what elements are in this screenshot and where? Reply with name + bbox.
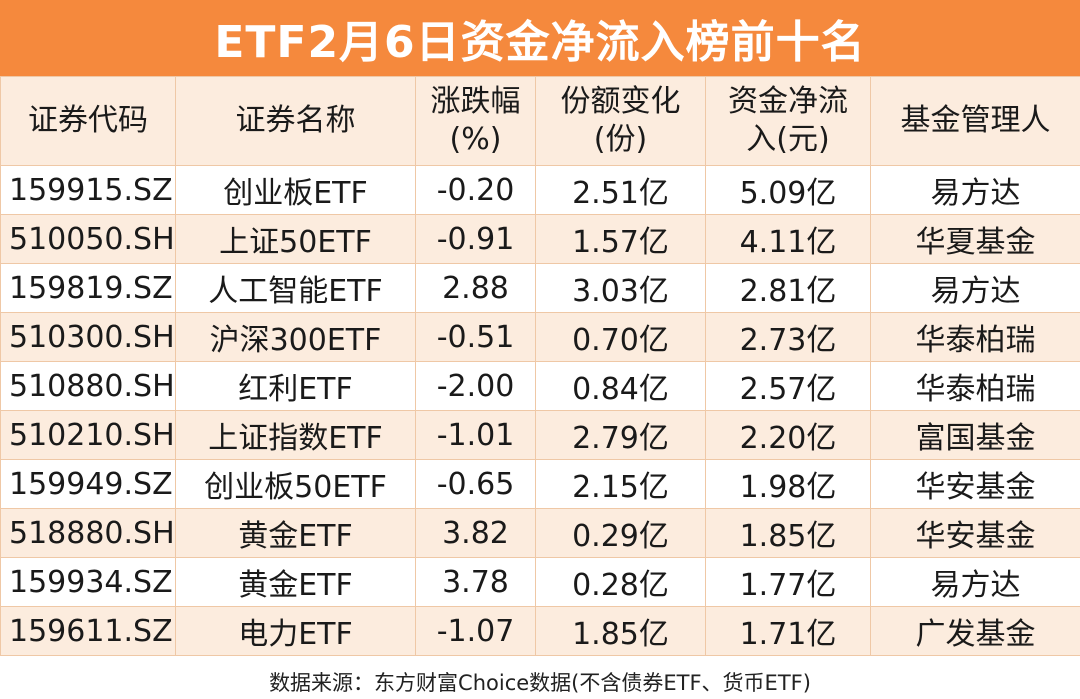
cell-net-inflow: 2.57亿 <box>705 361 871 411</box>
cell-name: 电力ETF <box>175 606 416 656</box>
cell-manager: 易方达 <box>870 263 1080 313</box>
cell-code: 159949.SZ <box>0 459 176 509</box>
cell-share-change: 0.84亿 <box>535 361 706 411</box>
cell-code: 510880.SH <box>0 361 176 411</box>
cell-change: -0.20 <box>415 165 536 215</box>
header-change: 涨跌幅 (%) <box>415 76 536 166</box>
cell-code: 159611.SZ <box>0 606 176 656</box>
table-row: 518880.SH 黄金ETF 3.82 0.29亿 1.85亿 华安基金 <box>0 508 1080 558</box>
cell-name: 上证50ETF <box>175 214 416 264</box>
cell-change: -0.91 <box>415 214 536 264</box>
cell-net-inflow: 1.98亿 <box>705 459 871 509</box>
cell-manager: 华泰柏瑞 <box>870 361 1080 411</box>
cell-share-change: 2.15亿 <box>535 459 706 509</box>
etf-table: 证券代码 证券名称 涨跌幅 (%) 份额变化 (份) 资金净流 入(元) 基金管理人 … <box>0 76 1080 656</box>
cell-net-inflow: 1.85亿 <box>705 508 871 558</box>
header-net-inflow: 资金净流 入(元) <box>705 76 871 166</box>
header-row: 证券代码 证券名称 涨跌幅 (%) 份额变化 (份) 资金净流 入(元) 基金管理人 <box>0 76 1080 166</box>
cell-manager: 华泰柏瑞 <box>870 312 1080 362</box>
table-row: 510210.SH 上证指数ETF -1.01 2.79亿 2.20亿 富国基金 <box>0 410 1080 460</box>
cell-change: 3.82 <box>415 508 536 558</box>
cell-net-inflow: 1.71亿 <box>705 606 871 656</box>
cell-net-inflow: 2.73亿 <box>705 312 871 362</box>
cell-share-change: 0.29亿 <box>535 508 706 558</box>
cell-net-inflow: 4.11亿 <box>705 214 871 264</box>
cell-manager: 易方达 <box>870 557 1080 607</box>
header-code: 证券代码 <box>0 76 176 166</box>
cell-net-inflow: 1.77亿 <box>705 557 871 607</box>
cell-share-change: 1.85亿 <box>535 606 706 656</box>
cell-code: 510210.SH <box>0 410 176 460</box>
cell-change: -1.01 <box>415 410 536 460</box>
cell-change: -1.07 <box>415 606 536 656</box>
cell-share-change: 2.79亿 <box>535 410 706 460</box>
page-title: ETF2月6日资金净流入榜前十名 <box>214 17 866 68</box>
cell-name: 人工智能ETF <box>175 263 416 313</box>
source-footnote: 数据来源：东方财富Choice数据(不含债券ETF、货币ETF) <box>0 664 1080 699</box>
cell-name: 黄金ETF <box>175 508 416 558</box>
cell-name: 黄金ETF <box>175 557 416 607</box>
cell-net-inflow: 2.20亿 <box>705 410 871 460</box>
cell-change: 2.88 <box>415 263 536 313</box>
cell-name: 红利ETF <box>175 361 416 411</box>
cell-share-change: 3.03亿 <box>535 263 706 313</box>
cell-code: 510050.SH <box>0 214 176 264</box>
cell-share-change: 2.51亿 <box>535 165 706 215</box>
cell-change: 3.78 <box>415 557 536 607</box>
cell-code: 159819.SZ <box>0 263 176 313</box>
cell-change: -0.51 <box>415 312 536 362</box>
title-bar: ETF2月6日资金净流入榜前十名 <box>0 0 1080 76</box>
cell-manager: 华夏基金 <box>870 214 1080 264</box>
header-manager: 基金管理人 <box>870 76 1080 166</box>
cell-share-change: 0.28亿 <box>535 557 706 607</box>
table-row: 510050.SH 上证50ETF -0.91 1.57亿 4.11亿 华夏基金 <box>0 214 1080 264</box>
cell-change: -0.65 <box>415 459 536 509</box>
cell-code: 159915.SZ <box>0 165 176 215</box>
cell-manager: 华安基金 <box>870 459 1080 509</box>
cell-name: 创业板ETF <box>175 165 416 215</box>
table-row: 510300.SH 沪深300ETF -0.51 0.70亿 2.73亿 华泰柏… <box>0 312 1080 362</box>
header-share-change: 份额变化 (份) <box>535 76 706 166</box>
cell-net-inflow: 2.81亿 <box>705 263 871 313</box>
source-text: 数据来源：东方财富Choice数据(不含债券ETF、货币ETF) <box>269 670 811 695</box>
table-row: 159915.SZ 创业板ETF -0.20 2.51亿 5.09亿 易方达 <box>0 165 1080 215</box>
cell-name: 上证指数ETF <box>175 410 416 460</box>
cell-name: 沪深300ETF <box>175 312 416 362</box>
table-row: 159819.SZ 人工智能ETF 2.88 3.03亿 2.81亿 易方达 <box>0 263 1080 313</box>
table-row: 159611.SZ 电力ETF -1.07 1.85亿 1.71亿 广发基金 <box>0 606 1080 656</box>
cell-change: -2.00 <box>415 361 536 411</box>
table-row: 510880.SH 红利ETF -2.00 0.84亿 2.57亿 华泰柏瑞 <box>0 361 1080 411</box>
cell-manager: 富国基金 <box>870 410 1080 460</box>
table-row: 159934.SZ 黄金ETF 3.78 0.28亿 1.77亿 易方达 <box>0 557 1080 607</box>
cell-manager: 广发基金 <box>870 606 1080 656</box>
cell-name: 创业板50ETF <box>175 459 416 509</box>
cell-share-change: 1.57亿 <box>535 214 706 264</box>
cell-code: 518880.SH <box>0 508 176 558</box>
cell-manager: 华安基金 <box>870 508 1080 558</box>
header-name: 证券名称 <box>175 76 416 166</box>
cell-net-inflow: 5.09亿 <box>705 165 871 215</box>
cell-share-change: 0.70亿 <box>535 312 706 362</box>
table-row: 159949.SZ 创业板50ETF -0.65 2.15亿 1.98亿 华安基… <box>0 459 1080 509</box>
cell-code: 510300.SH <box>0 312 176 362</box>
cell-manager: 易方达 <box>870 165 1080 215</box>
cell-code: 159934.SZ <box>0 557 176 607</box>
